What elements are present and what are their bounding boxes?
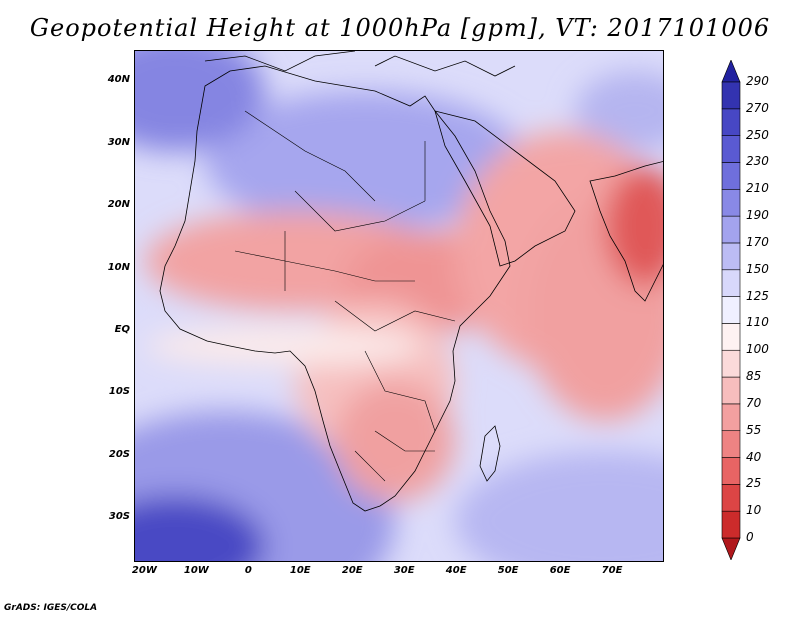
longitude-label: 50E bbox=[497, 565, 519, 576]
colorbar-level-label: 250 bbox=[746, 127, 769, 142]
colorbar-level-label: 40 bbox=[746, 449, 762, 464]
coastlines-and-borders bbox=[159, 51, 663, 512]
colorbar-swatch bbox=[721, 108, 741, 136]
latitude-label: 30S bbox=[108, 511, 130, 523]
latitude-label: EQ bbox=[114, 323, 130, 335]
latitude-label: 40N bbox=[107, 74, 130, 86]
colorbar-level-label: 210 bbox=[746, 181, 769, 196]
latitude-label: 20N bbox=[107, 199, 130, 211]
latitude-label: 10S bbox=[108, 386, 130, 398]
colorbar-swatch bbox=[721, 242, 741, 271]
colorbar-swatch bbox=[721, 269, 741, 297]
colorbar-min-arrow bbox=[721, 537, 741, 560]
longitude-label: 40E bbox=[445, 565, 467, 576]
longitude-label: 30E bbox=[393, 565, 415, 576]
colorbar-swatch bbox=[721, 215, 741, 244]
colorbar-level-label: 110 bbox=[746, 315, 769, 330]
madagascar-coastline bbox=[479, 425, 501, 482]
colorbar-swatch bbox=[721, 162, 741, 190]
field-north-atlantic bbox=[135, 51, 265, 151]
latitude-label: 30N bbox=[107, 136, 130, 148]
europe-coastline bbox=[204, 51, 516, 77]
longitude-label: 60E bbox=[549, 565, 571, 576]
india-coastline bbox=[589, 161, 663, 302]
longitude-label: 0 bbox=[244, 565, 252, 576]
longitude-label: 20E bbox=[341, 565, 363, 576]
colorbar-swatch bbox=[721, 403, 741, 432]
colorbar-level-label: 230 bbox=[746, 154, 769, 169]
colorbar-level-label: 170 bbox=[746, 234, 769, 249]
colorbar-swatch bbox=[721, 349, 741, 378]
country-borders bbox=[234, 110, 456, 482]
field-mediterranean bbox=[205, 91, 525, 231]
longitude-label: 20W bbox=[131, 565, 157, 576]
field-southern-interior bbox=[335, 381, 455, 501]
colorbar-level-label: 85 bbox=[746, 369, 762, 384]
colorbar-swatch bbox=[721, 188, 741, 217]
colorbar-swatch bbox=[721, 430, 741, 458]
colorbar-level-label: 290 bbox=[746, 74, 769, 88]
colorbar-max-arrow bbox=[721, 60, 741, 83]
credit-text: GrADS: IGES/COLA bbox=[4, 603, 98, 613]
field-south-atlantic-core bbox=[135, 496, 265, 561]
longitude-label: 70E bbox=[601, 565, 623, 576]
map-title: Geopotential Height at 1000hPa [gpm], VT… bbox=[29, 14, 771, 42]
field-gulf-of-guinea bbox=[145, 326, 425, 366]
colorbar-swatch bbox=[721, 376, 741, 405]
latitude-label: 20S bbox=[108, 448, 130, 460]
colorbar-swatch bbox=[721, 135, 741, 163]
longitude-label: 10W bbox=[183, 565, 209, 576]
colorbar-swatch bbox=[721, 296, 741, 324]
colorbar-level-label: 70 bbox=[746, 395, 762, 410]
field-india bbox=[605, 166, 663, 286]
latitude-label: 10N bbox=[107, 261, 130, 273]
colorbar-level-label: 25 bbox=[746, 476, 762, 491]
field-central-asia bbox=[575, 71, 663, 151]
map-canvas bbox=[135, 51, 663, 561]
colorbar-level-label: 270 bbox=[746, 100, 769, 115]
arabia-coastline bbox=[434, 110, 576, 267]
africa-coastline bbox=[159, 65, 511, 512]
colorbar bbox=[721, 60, 741, 560]
height-field bbox=[135, 51, 663, 561]
field-south-indian bbox=[455, 451, 663, 561]
colorbar-level-label: 150 bbox=[746, 261, 769, 276]
colorbar-level-label: 190 bbox=[746, 208, 769, 223]
colorbar-swatch bbox=[721, 457, 741, 485]
colorbar-level-label: 55 bbox=[746, 422, 762, 437]
colorbar-swatch bbox=[721, 81, 741, 110]
colorbar-level-label: 0 bbox=[746, 530, 754, 544]
map-plot-area bbox=[134, 50, 664, 562]
colorbar-swatch bbox=[721, 323, 741, 351]
longitude-label: 10E bbox=[289, 565, 311, 576]
colorbar-swatch bbox=[721, 484, 741, 512]
colorbar-level-label: 125 bbox=[746, 288, 769, 303]
colorbar-swatch bbox=[721, 510, 741, 539]
colorbar-level-label: 100 bbox=[746, 342, 769, 357]
colorbar-level-label: 10 bbox=[746, 503, 762, 518]
